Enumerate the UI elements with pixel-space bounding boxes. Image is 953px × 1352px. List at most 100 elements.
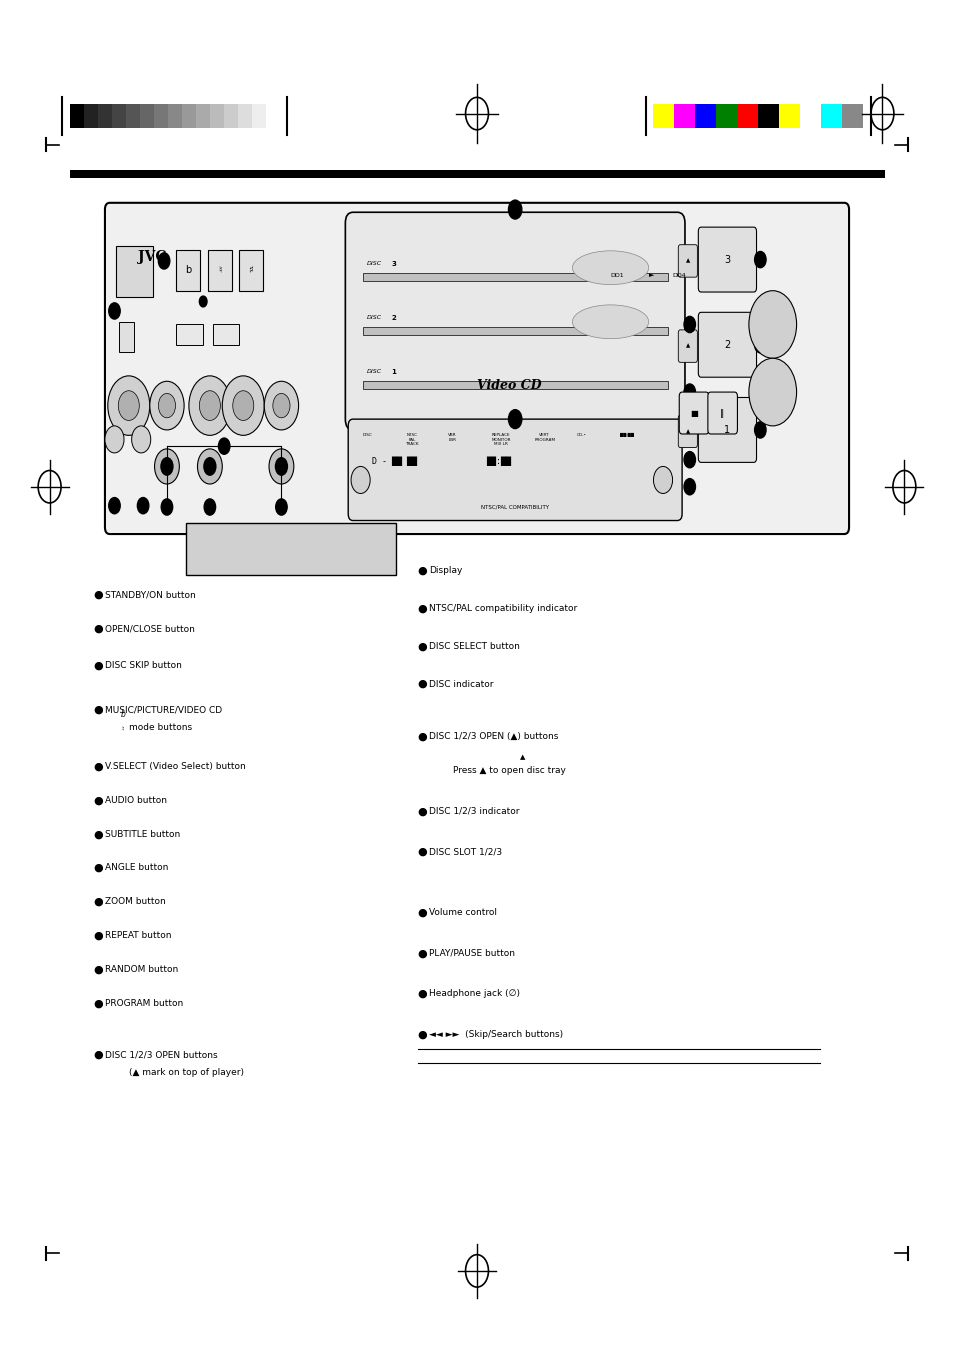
Text: ●: ● — [417, 641, 427, 652]
Text: ♮: ♮ — [121, 726, 124, 733]
Text: ●: ● — [417, 1029, 427, 1040]
Text: ●: ● — [93, 998, 103, 1009]
FancyBboxPatch shape — [698, 227, 756, 292]
Bar — [758, 104, 779, 128]
Circle shape — [158, 253, 170, 269]
Circle shape — [199, 296, 207, 307]
Circle shape — [508, 410, 521, 429]
Text: DISC 1/2/3 indicator: DISC 1/2/3 indicator — [429, 807, 519, 815]
Text: ██:██: ██:██ — [619, 433, 634, 437]
Text: NTSC
PAL
TRACK: NTSC PAL TRACK — [405, 433, 418, 446]
Text: ●: ● — [93, 660, 103, 671]
Bar — [237, 104, 252, 128]
Text: ●: ● — [417, 603, 427, 614]
Bar — [176, 250, 200, 291]
Text: DISC SLOT 1/2/3: DISC SLOT 1/2/3 — [429, 848, 502, 856]
Bar — [153, 104, 168, 128]
Text: ●: ● — [417, 731, 427, 742]
Text: ■: ■ — [690, 410, 698, 418]
Text: DISC SKIP button: DISC SKIP button — [105, 661, 182, 669]
Text: DISC: DISC — [367, 261, 382, 266]
Circle shape — [748, 358, 796, 426]
Circle shape — [273, 393, 290, 418]
Bar — [210, 104, 223, 128]
Text: ●: ● — [417, 907, 427, 918]
Text: ●: ● — [93, 761, 103, 772]
Text: DISC: DISC — [362, 433, 372, 437]
Bar — [800, 104, 821, 128]
Circle shape — [197, 449, 222, 484]
Text: ●: ● — [93, 589, 103, 600]
Circle shape — [274, 457, 288, 476]
Text: ANGLE button: ANGLE button — [105, 864, 168, 872]
Text: Volume control: Volume control — [429, 909, 497, 917]
Text: Headphone jack (∅): Headphone jack (∅) — [429, 990, 519, 998]
Bar — [841, 104, 862, 128]
Circle shape — [233, 391, 253, 420]
Circle shape — [154, 449, 179, 484]
FancyBboxPatch shape — [678, 245, 697, 277]
Text: ●: ● — [417, 806, 427, 817]
Text: DISC indicator: DISC indicator — [429, 680, 494, 688]
Text: RANDOM button: RANDOM button — [105, 965, 178, 973]
Text: ●: ● — [93, 1049, 103, 1060]
Text: Press ▲ to open disc tray: Press ▲ to open disc tray — [453, 767, 565, 775]
Circle shape — [109, 498, 120, 514]
Circle shape — [118, 391, 139, 420]
Circle shape — [683, 316, 695, 333]
Text: ♮: ♮ — [217, 265, 221, 276]
Circle shape — [269, 449, 294, 484]
Text: NTSC/PAL compatibility indicator: NTSC/PAL compatibility indicator — [429, 604, 577, 612]
Text: D - ██ ██: D - ██ ██ — [372, 456, 416, 466]
Circle shape — [150, 381, 184, 430]
Text: REPLACE
MONITOR
MIX LR: REPLACE MONITOR MIX LR — [491, 433, 510, 446]
Circle shape — [351, 466, 370, 493]
Bar — [362, 327, 667, 335]
Circle shape — [754, 422, 765, 438]
Text: NTSC/PAL COMPATIBILITY: NTSC/PAL COMPATIBILITY — [480, 504, 549, 510]
Text: (▲ mark on top of player): (▲ mark on top of player) — [129, 1068, 244, 1076]
Text: VBR
LBR: VBR LBR — [448, 433, 456, 442]
Bar — [213, 324, 239, 345]
Text: ●: ● — [93, 795, 103, 806]
Text: ●: ● — [93, 964, 103, 975]
Circle shape — [108, 376, 150, 435]
Text: 2: 2 — [723, 339, 729, 350]
Text: REPEAT button: REPEAT button — [105, 932, 172, 940]
Circle shape — [683, 479, 695, 495]
Circle shape — [132, 426, 151, 453]
Text: ZOOM button: ZOOM button — [105, 898, 166, 906]
Text: b: b — [121, 710, 126, 718]
Text: V.SELECT (Video Select) button: V.SELECT (Video Select) button — [105, 763, 246, 771]
Text: ●: ● — [417, 846, 427, 857]
FancyBboxPatch shape — [348, 419, 681, 521]
Bar — [186, 523, 395, 575]
Circle shape — [203, 457, 216, 476]
Text: b: b — [185, 265, 191, 276]
Circle shape — [222, 376, 264, 435]
Text: CD-•: CD-• — [577, 433, 586, 437]
Text: ●: ● — [417, 988, 427, 999]
Bar — [821, 104, 841, 128]
Text: DD4: DD4 — [672, 273, 685, 279]
FancyBboxPatch shape — [678, 415, 697, 448]
Circle shape — [754, 251, 765, 268]
Text: DISC 1/2/3 OPEN (▲) buttons: DISC 1/2/3 OPEN (▲) buttons — [429, 733, 558, 741]
Text: ‖: ‖ — [720, 410, 723, 418]
Text: mode buttons: mode buttons — [129, 723, 192, 731]
FancyBboxPatch shape — [679, 392, 708, 434]
Text: JVC: JVC — [138, 250, 167, 264]
Circle shape — [204, 499, 215, 515]
Bar — [674, 104, 695, 128]
Circle shape — [158, 393, 175, 418]
Text: ██:██: ██:██ — [486, 456, 511, 466]
Text: ●: ● — [417, 948, 427, 959]
Bar — [716, 104, 737, 128]
Text: DISC: DISC — [367, 369, 382, 375]
Bar — [695, 104, 716, 128]
Text: ▲: ▲ — [685, 429, 689, 434]
Ellipse shape — [572, 251, 648, 285]
Text: DISC: DISC — [367, 315, 382, 320]
Circle shape — [683, 452, 695, 468]
Text: SUBTITLE button: SUBTITLE button — [105, 830, 180, 838]
